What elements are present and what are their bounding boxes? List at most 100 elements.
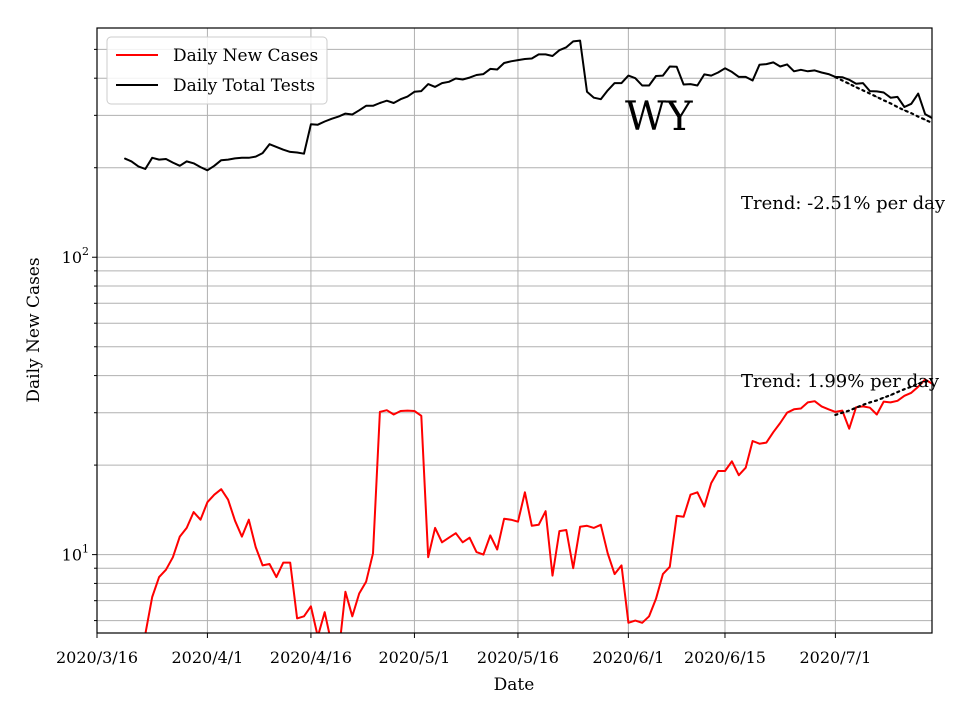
- data-point-s1: [869, 90, 871, 92]
- data-point-s0: [227, 499, 229, 501]
- data-point-s1: [427, 83, 429, 85]
- data-point-s0: [662, 573, 664, 575]
- series-line-1: [124, 39, 932, 172]
- data-point-s1: [924, 113, 926, 115]
- data-point-s2: [924, 119, 926, 121]
- data-point-s0: [400, 410, 402, 412]
- data-point-s0: [351, 615, 353, 617]
- data-point-s1: [614, 82, 616, 84]
- data-point-s0: [738, 474, 740, 476]
- cases-trend-annotation: Trend: 1.99% per day: [741, 371, 940, 392]
- data-point-s1: [413, 91, 415, 93]
- data-point-s1: [179, 165, 181, 167]
- y-axis-label: Daily New Cases: [24, 257, 44, 402]
- data-point-s0: [503, 518, 505, 520]
- x-tick-label: 2020/5/16: [477, 648, 559, 667]
- data-point-s1: [213, 165, 215, 167]
- data-point-s0: [903, 395, 906, 397]
- data-point-s0: [517, 521, 519, 523]
- data-point-s0: [620, 564, 623, 567]
- data-point-s1: [172, 162, 174, 164]
- data-point-s1: [268, 143, 271, 145]
- data-point-s0: [531, 525, 533, 527]
- data-point-s0: [489, 534, 491, 537]
- data-point-s0: [455, 532, 457, 534]
- data-point-s1: [282, 149, 284, 151]
- data-point-s0: [572, 567, 574, 569]
- data-point-s0: [303, 615, 305, 617]
- data-point-s1: [248, 157, 250, 159]
- data-point-s0: [910, 392, 912, 394]
- data-point-s1: [600, 98, 602, 100]
- data-point-s0: [917, 386, 919, 388]
- data-point-s1: [648, 84, 650, 87]
- data-point-s0: [745, 467, 747, 469]
- data-point-s1: [503, 62, 505, 64]
- data-point-s0: [731, 460, 733, 462]
- data-point-s0: [607, 552, 609, 554]
- data-point-s1: [482, 73, 484, 75]
- data-point-s0: [538, 524, 540, 526]
- data-point-s0: [821, 405, 823, 407]
- data-point-s1: [186, 160, 188, 162]
- data-point-s0: [220, 488, 222, 490]
- state-label: WY: [625, 94, 693, 140]
- data-point-s2: [896, 106, 899, 108]
- data-point-s1: [386, 100, 388, 102]
- data-point-s2: [903, 109, 906, 111]
- data-point-s0: [379, 411, 381, 413]
- data-point-s1: [510, 60, 512, 62]
- data-point-s1: [821, 71, 823, 74]
- series-line-0: [144, 378, 932, 633]
- data-point-s1: [337, 116, 340, 118]
- data-point-s2: [869, 93, 871, 95]
- data-point-s3: [890, 394, 892, 396]
- x-tick-label: 2020/4/16: [270, 648, 352, 667]
- data-point-s0: [186, 527, 188, 529]
- data-point-s1: [289, 151, 291, 153]
- data-point-s1: [627, 75, 630, 77]
- data-point-s1: [745, 76, 747, 78]
- data-point-s1: [917, 93, 919, 95]
- data-point-s1: [158, 159, 160, 161]
- data-point-s0: [827, 408, 830, 410]
- data-point-s1: [827, 73, 830, 75]
- data-point-s0: [413, 410, 415, 412]
- data-point-s1: [814, 69, 816, 71]
- data-point-s1: [676, 66, 678, 68]
- data-point-s0: [779, 422, 781, 424]
- data-point-s1: [717, 71, 719, 74]
- data-point-s0: [193, 511, 195, 513]
- data-point-s0: [317, 636, 318, 637]
- data-point-s1: [317, 124, 319, 126]
- data-point-s1: [800, 69, 802, 71]
- data-point-s1: [765, 63, 768, 65]
- legend-box: [106, 36, 328, 105]
- data-point-s0: [669, 566, 671, 568]
- data-point-s0: [648, 615, 650, 617]
- data-point-s1: [807, 70, 809, 72]
- data-point-s0: [268, 563, 271, 565]
- data-point-s3: [883, 397, 885, 399]
- data-point-s1: [234, 157, 236, 159]
- data-point-s0: [386, 409, 388, 411]
- data-point-s0: [496, 548, 498, 551]
- data-point-s0: [724, 470, 726, 472]
- data-point-s2: [862, 89, 864, 91]
- data-point-s1: [324, 120, 326, 123]
- data-point-s1: [772, 61, 774, 64]
- data-point-s0: [331, 644, 332, 645]
- data-point-s1: [124, 157, 126, 159]
- y-tick-label: 102: [62, 245, 89, 267]
- data-point-s0: [614, 573, 616, 575]
- legend-label-cases: Daily New Cases: [173, 46, 318, 66]
- x-tick-label: 2020/3/16: [56, 648, 138, 667]
- data-point-s1: [372, 105, 374, 107]
- series-line-3: [834, 378, 932, 416]
- data-point-s1: [855, 83, 857, 85]
- data-point-s1: [199, 166, 202, 168]
- data-point-s3: [834, 414, 837, 416]
- data-point-s1: [496, 68, 498, 71]
- data-point-s1: [689, 83, 692, 85]
- data-point-s1: [220, 159, 222, 161]
